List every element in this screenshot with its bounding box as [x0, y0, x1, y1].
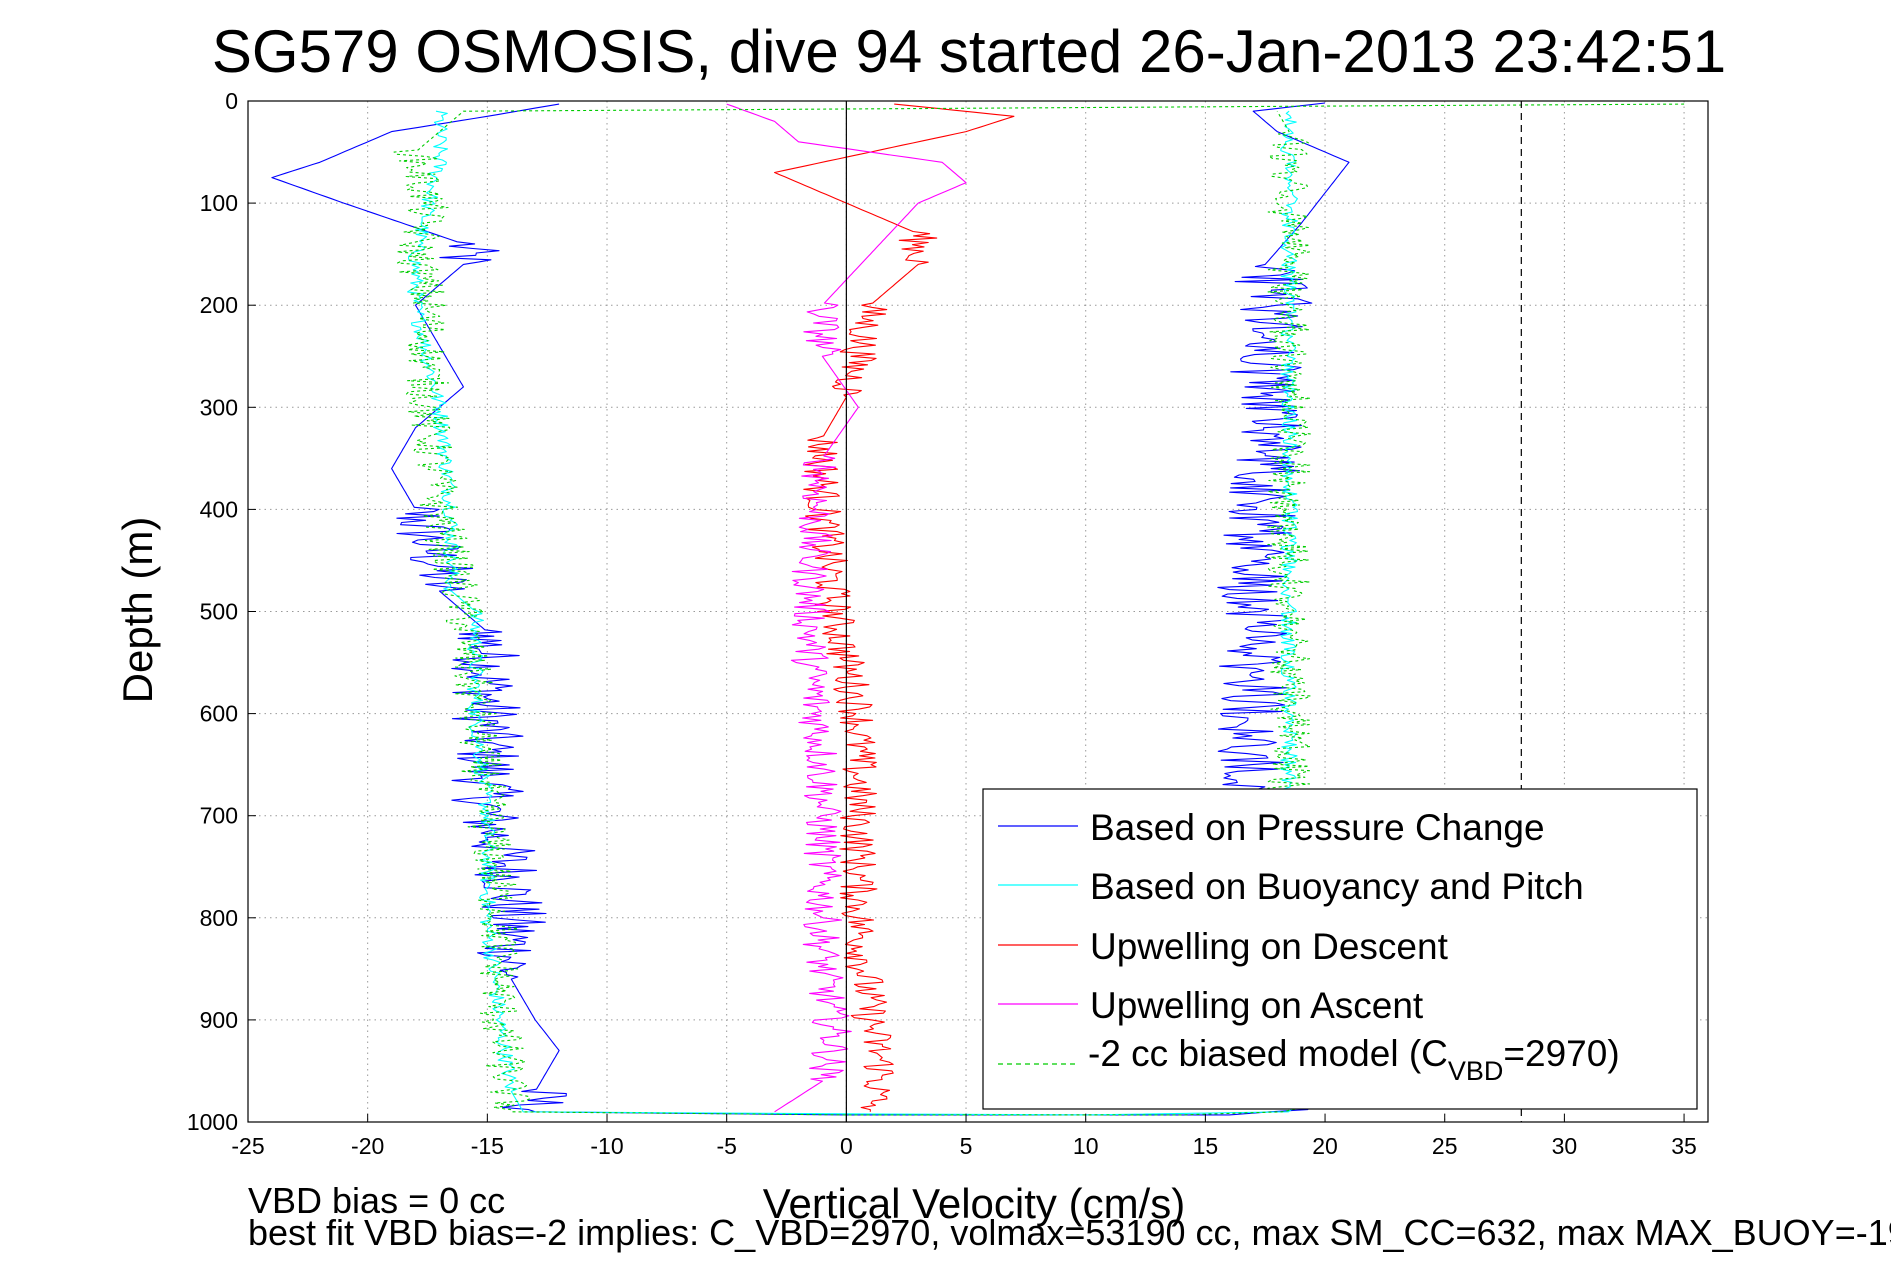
- series-line-4: [726, 103, 967, 1113]
- x-tick-label: 20: [1312, 1133, 1338, 1159]
- y-tick-label: 700: [200, 803, 238, 829]
- axis-ticks: -25 -20 -15 -10 -5 0 5 10 15 20 25 30 35 0 100 200 300 40…: [187, 88, 1697, 1159]
- x-tick-label: -5: [716, 1133, 736, 1159]
- legend-label-biased-model: -2 cc biased model (CVBD=2970): [1088, 1033, 1620, 1086]
- legend-box: [982, 788, 1698, 1110]
- y-axis-label: Depth (m): [114, 517, 161, 704]
- y-tick-label: 500: [200, 599, 238, 625]
- x-tick-label: -25: [231, 1133, 264, 1159]
- best-fit-note: best fit VBD bias=-2 implies: C_VBD=2970…: [248, 1212, 1891, 1253]
- reference-lines: [845, 101, 1522, 1122]
- y-tick-label: 800: [200, 905, 238, 931]
- legend-label-biased-model-main: -2 cc biased model (C: [1088, 1033, 1448, 1074]
- x-tick-label: 0: [840, 1133, 853, 1159]
- legend-label-pressure: Based on Pressure Change: [1090, 807, 1545, 848]
- y-tick-label: 400: [200, 496, 238, 522]
- y-tick-label: 200: [200, 292, 238, 318]
- y-tick-label: 1000: [187, 1109, 238, 1135]
- x-axis-label: Vertical Velocity (cm/s): [763, 1180, 1185, 1227]
- chart-title: SG579 OSMOSIS, dive 94 started 26-Jan-20…: [212, 18, 1726, 85]
- y-tick-label: 100: [200, 190, 238, 216]
- x-tick-label: -20: [351, 1133, 384, 1159]
- y-tick-label: 0: [225, 88, 238, 114]
- vbd-bias-note: VBD bias = 0 cc: [248, 1180, 505, 1221]
- legend-label-ascent: Upwelling on Ascent: [1090, 985, 1424, 1026]
- x-tick-label: 30: [1552, 1133, 1578, 1159]
- x-tick-label: 15: [1193, 1133, 1219, 1159]
- series-line-5: [393, 103, 1685, 1116]
- y-tick-label: 900: [200, 1007, 238, 1033]
- y-tick-label: 600: [200, 701, 238, 727]
- legend-label-descent: Upwelling on Descent: [1090, 926, 1449, 967]
- legend-label-buoyancy: Based on Buoyancy and Pitch: [1090, 866, 1584, 907]
- legend-label-biased-model-suffix: =2970): [1503, 1033, 1619, 1074]
- x-tick-label: -15: [471, 1133, 504, 1159]
- x-tick-label: 10: [1073, 1133, 1099, 1159]
- legend: Based on Pressure Change Based on Buoyan…: [982, 788, 1698, 1110]
- x-tick-label: -10: [590, 1133, 623, 1159]
- y-tick-label: 300: [200, 394, 238, 420]
- legend-label-biased-model-sub: VBD: [1448, 1056, 1504, 1086]
- x-tick-label: 5: [960, 1133, 973, 1159]
- x-tick-label: 25: [1432, 1133, 1458, 1159]
- x-tick-label: 35: [1671, 1133, 1697, 1159]
